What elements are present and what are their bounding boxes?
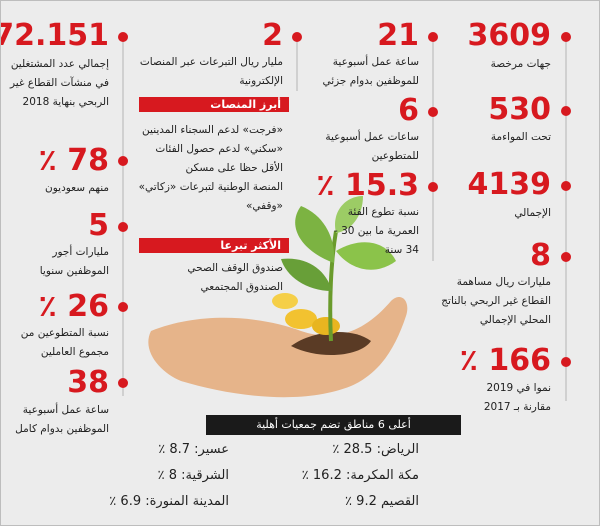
stat-number: 8	[530, 238, 551, 273]
stat-text: جهات مرخصة	[490, 58, 551, 70]
stat-text: مليارات أجور الموظفين سنويا	[39, 246, 109, 277]
bullets	[118, 32, 571, 388]
region: مكة المكرمة: 16.2 ٪	[301, 468, 419, 483]
stat-text: ساعة عمل أسبوعية الموظفين بدوام كامل	[15, 404, 109, 435]
section-header: الأكثر تبرعا	[139, 238, 289, 253]
region: عسير: 8.7 ٪	[158, 442, 229, 457]
list-item: الصندوق المجتمعي	[200, 281, 283, 293]
column-lines	[122, 39, 567, 401]
stat-text: مليارات ريال مساهمة القطاع غير الربحي با…	[441, 276, 551, 326]
stat-text: ساعات عمل أسبوعية للمتطوعين	[325, 131, 419, 162]
region: المدينة المنورة: 6.9 ٪	[109, 494, 229, 509]
stat-text: مليار ريال التبرعات عبر المنصات الإلكترو…	[139, 56, 283, 87]
stat-number: 530	[488, 92, 551, 127]
stat-number: 21	[377, 18, 419, 53]
hand-with-plant	[148, 196, 408, 398]
list-item: «سكني» لدعم حصول الفئات الأقل حظا على مس…	[155, 143, 283, 174]
stat-number: 6	[398, 93, 419, 128]
stat-number: 3609	[467, 18, 552, 53]
stat-text: نموا في 2019 مقارنة بـ 2017	[483, 382, 551, 413]
list-item: صندوق الوقف الصحي	[187, 262, 283, 274]
stat-text: نسبة تطوع الفئة العمرية ما بين 30 - 34 س…	[333, 206, 419, 256]
stat-text: تحت المواءمة	[490, 131, 551, 143]
stat-number: 15.3 ٪	[316, 168, 419, 203]
section-header: أبرز المنصات	[139, 97, 289, 112]
region: القصيم 9.2 ٪	[345, 494, 419, 509]
stat-text: منهم سعوديون	[45, 182, 109, 194]
region: الرياض: 28.5 ٪	[332, 442, 419, 457]
list-item: «وقفي»	[245, 200, 283, 212]
stat-text: إجمالي عدد المشتغلين في منشآت القطاع غير…	[10, 58, 109, 108]
list-item: المنصة الوطنية لتبرعات «زكاتي»	[138, 181, 283, 193]
stat-number: 26 ٪	[38, 289, 109, 324]
list-item: «فرجت» لدعم السجناء المدينين	[142, 124, 283, 136]
regions-banner: أعلى 6 مناطق تضم جمعيات أهلية	[206, 415, 461, 435]
platform-list: «فرجت» لدعم السجناء المدينين «سكني» لدعم…	[138, 121, 283, 216]
region: الشرقية: 8 ٪	[157, 468, 229, 483]
stat-number: 2	[262, 18, 283, 53]
stat-text: الإجمالي	[514, 207, 551, 219]
stat-text: نسبة المتطوعين من مجموع العاملين	[20, 327, 109, 358]
stat-number: 166 ٪	[459, 343, 551, 378]
stat-number: 38	[67, 365, 109, 400]
stat-number: 5	[88, 208, 109, 243]
donor-list: صندوق الوقف الصحي الصندوق المجتمعي	[138, 259, 283, 297]
stat-text: ساعة عمل أسبوعية للموظفين بدوام جزئي	[322, 56, 419, 87]
stat-number: 72.151	[0, 18, 109, 53]
stat-number: 4139	[467, 167, 552, 202]
stat-number: 78 ٪	[38, 143, 109, 178]
